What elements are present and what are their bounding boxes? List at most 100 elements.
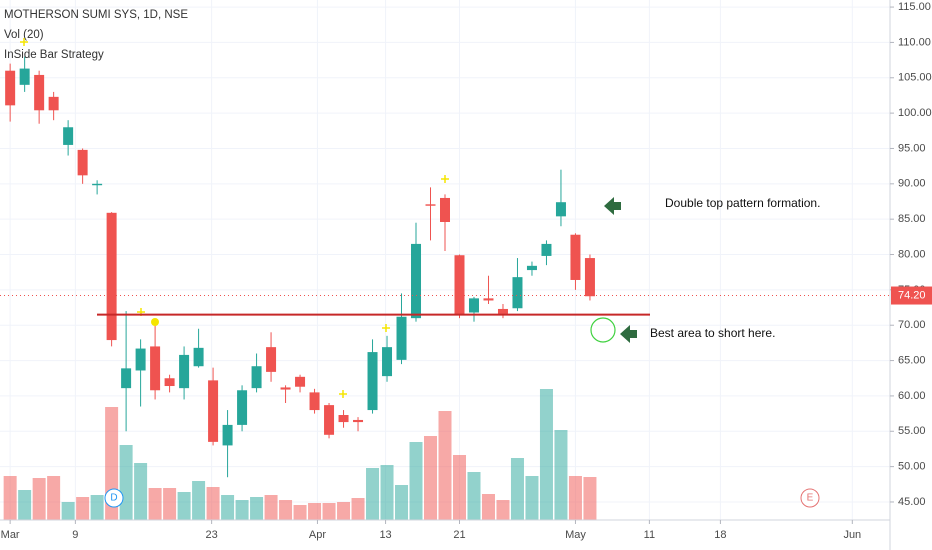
volume-bar	[583, 477, 597, 520]
volume-bar	[264, 495, 278, 520]
candle-body	[295, 376, 306, 387]
candle-body	[570, 234, 581, 280]
earnings-marker[interactable]	[800, 488, 820, 508]
volume-bar	[177, 492, 191, 520]
candle-body	[468, 298, 479, 313]
candle-body	[150, 346, 161, 391]
candle-body	[251, 366, 262, 389]
volume-bar	[235, 500, 249, 520]
candle-body	[92, 183, 103, 186]
indicator-label: InSide Bar Strategy	[4, 49, 104, 61]
signal-markers	[20, 38, 449, 398]
volume-bar	[18, 490, 32, 520]
candle-body	[512, 277, 523, 309]
annotation: Best area to short here.	[650, 326, 775, 340]
volume-bar	[192, 481, 206, 520]
candle-body	[382, 347, 393, 377]
y-tick-label: 65.00	[898, 354, 926, 366]
volume-bar	[467, 472, 481, 520]
candle-body	[555, 202, 566, 217]
volume-bar	[409, 442, 423, 520]
x-tick-label: Jun	[843, 529, 861, 541]
candle-body	[164, 378, 175, 387]
candle-body	[179, 354, 190, 389]
volume-bar	[61, 502, 75, 520]
volume-bar	[481, 494, 495, 520]
volume-bar	[32, 478, 46, 520]
candle-body	[497, 308, 508, 314]
candle-body	[34, 74, 45, 111]
highlight-circle	[590, 317, 616, 343]
volume-bar	[525, 476, 539, 520]
candle-body	[222, 424, 233, 446]
volume-bar	[424, 436, 438, 520]
volume-bar	[308, 503, 322, 520]
volume-bar	[163, 488, 177, 520]
x-tick-label: 23	[206, 529, 218, 541]
x-tick-label: 13	[379, 529, 391, 541]
annotation: Double top pattern formation.	[665, 196, 820, 210]
candle-body	[338, 415, 349, 423]
volume-bar	[90, 495, 104, 520]
candle-body	[77, 149, 88, 176]
last-price-label: 74.20	[898, 289, 926, 301]
arrow	[604, 197, 621, 215]
volume-bar	[3, 476, 17, 520]
y-tick-label: 115.00	[898, 1, 931, 13]
x-tick-label: 18	[714, 529, 726, 541]
volume-bar	[554, 430, 568, 520]
x-tick-label: 21	[453, 529, 465, 541]
candle-body	[121, 368, 132, 389]
candle-body	[396, 316, 407, 360]
x-tick-label: Apr	[309, 529, 326, 541]
volume-bar	[47, 476, 61, 520]
dividend-marker[interactable]	[104, 488, 124, 508]
arrow	[620, 325, 637, 343]
candle-body	[526, 265, 537, 271]
y-tick-label: 95.00	[898, 142, 926, 154]
y-tick-label: 110.00	[898, 36, 931, 48]
volume-bar	[568, 476, 582, 520]
candle-body	[454, 255, 465, 316]
x-tick-label: 9	[72, 529, 78, 541]
candle-body	[106, 212, 117, 341]
volume-bar	[337, 502, 351, 520]
candle-body	[541, 243, 552, 256]
y-tick-label: 90.00	[898, 178, 926, 190]
candle-body	[353, 419, 364, 423]
candle-body	[193, 347, 204, 367]
volume-bar	[148, 488, 162, 520]
volume-bar	[351, 498, 365, 520]
y-tick-label: 70.00	[898, 319, 926, 331]
y-tick-label: 85.00	[898, 213, 926, 225]
candle-body	[63, 127, 74, 145]
y-tick-label: 50.00	[898, 461, 926, 473]
volume-bar	[322, 503, 336, 520]
candle-body	[324, 405, 335, 435]
volume-bar	[539, 389, 553, 520]
volume-bar	[496, 500, 510, 520]
candle-body	[208, 380, 219, 442]
volume-bar	[76, 497, 90, 520]
volume-bar	[134, 463, 148, 520]
candle-body	[280, 387, 291, 390]
volume-bar	[395, 485, 409, 520]
candle-body	[309, 392, 320, 411]
volume-bar	[279, 500, 293, 520]
volume-bar	[380, 465, 394, 520]
marker-label: D	[110, 493, 117, 504]
indicator-label: Vol (20)	[4, 29, 44, 41]
candle-body	[584, 258, 595, 297]
candle-body	[367, 352, 378, 411]
x-tick-label: Mar	[1, 529, 20, 541]
volume-bar	[452, 455, 466, 520]
volume-bar	[366, 468, 380, 520]
x-tick-label: 11	[644, 529, 655, 541]
candle-body	[237, 390, 248, 425]
volume-bar	[438, 411, 452, 520]
signal-dot	[151, 318, 159, 326]
candle-body	[135, 348, 146, 371]
y-tick-label: 55.00	[898, 425, 926, 437]
marker-label: E	[807, 493, 814, 504]
